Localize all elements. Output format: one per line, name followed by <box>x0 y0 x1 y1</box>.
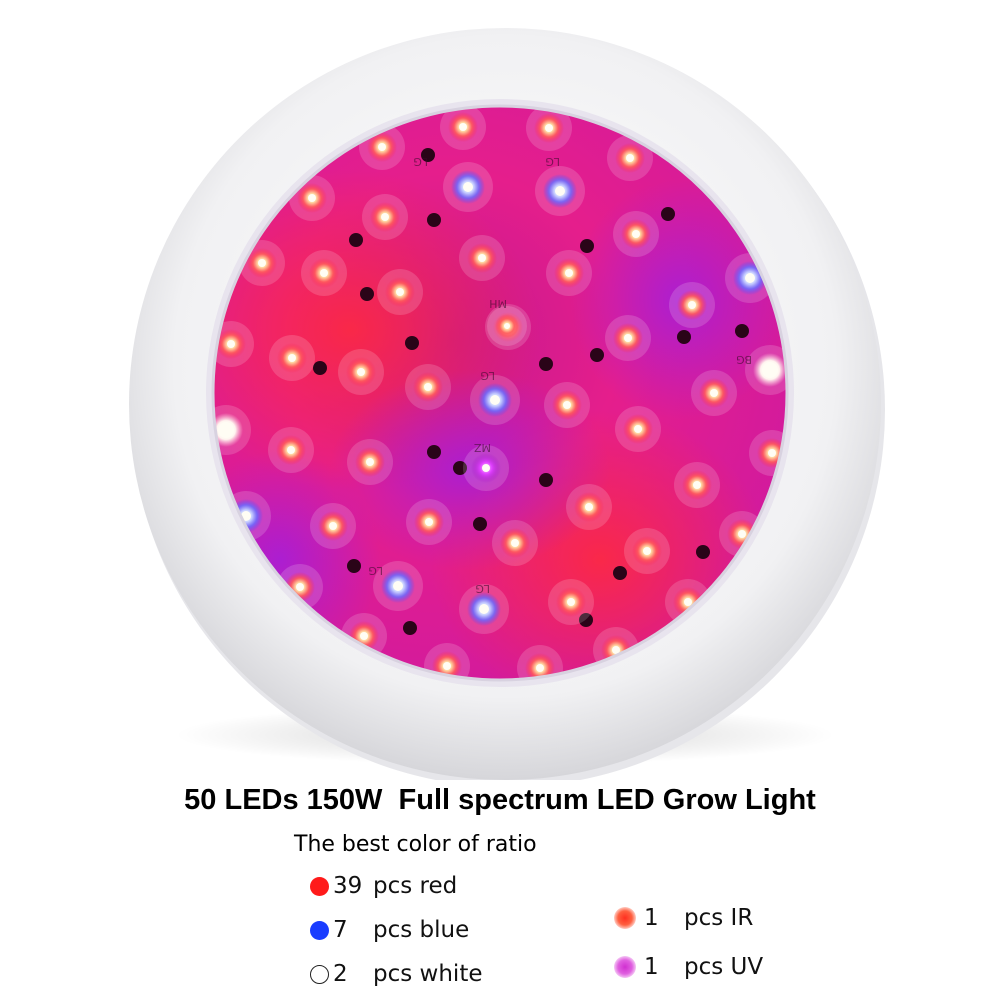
red-led <box>548 579 594 625</box>
led-off-dot <box>347 559 361 573</box>
red-led <box>674 462 720 508</box>
led-off-dot <box>579 613 593 627</box>
legend-count: 39 <box>333 873 363 899</box>
red-led <box>362 194 408 240</box>
led-off-dot <box>421 148 435 162</box>
red-led <box>605 315 651 361</box>
red-led <box>492 520 538 566</box>
led-off-dot <box>590 348 604 362</box>
red-led <box>268 427 314 473</box>
legend-item-blue: 7 pcs blue <box>310 915 469 945</box>
red-led <box>544 382 590 428</box>
red-led <box>347 439 393 485</box>
uv-led <box>463 445 509 491</box>
led-off-dot <box>580 239 594 253</box>
pcb-label: LG <box>413 155 428 168</box>
red-led <box>566 484 612 530</box>
red-led <box>213 321 254 367</box>
blue-led <box>470 375 520 425</box>
red-led <box>691 370 737 416</box>
led-off-dot <box>613 566 627 580</box>
red-dot-icon <box>310 876 329 896</box>
led-off-dot <box>427 445 441 459</box>
led-off-dot <box>473 517 487 531</box>
legend-count: 7 <box>333 917 348 943</box>
legend-label: pcs blue <box>373 917 470 943</box>
legend-label: pcs red <box>373 873 458 899</box>
pcb-label: MH <box>489 297 507 310</box>
led-off-dot <box>405 336 419 350</box>
uv-dot-icon <box>614 956 636 978</box>
led-off-dot <box>349 233 363 247</box>
white-dot-icon <box>310 964 329 984</box>
red-led <box>301 250 347 296</box>
red-led <box>607 135 653 181</box>
red-led <box>615 406 661 452</box>
led-off-dot <box>539 473 553 487</box>
led-off-dot <box>735 324 749 338</box>
red-led <box>459 235 505 281</box>
ir-dot-icon <box>614 907 636 929</box>
pcb-label: BG <box>736 353 752 366</box>
pcb-label: MZ <box>474 441 491 454</box>
blue-led <box>459 584 509 634</box>
pcb-label: LG <box>480 369 495 382</box>
pcb-label: LG <box>475 582 490 595</box>
red-led <box>269 335 315 381</box>
white-led <box>745 345 787 395</box>
led-off-dot <box>403 621 417 635</box>
pcb-label: LG <box>368 564 383 577</box>
red-led <box>377 269 423 315</box>
legend-item-white: 2 pcs white <box>310 959 483 989</box>
legend-label: pcs UV <box>684 954 764 980</box>
ratio-subtitle: The best color of ratio <box>294 832 537 857</box>
led-off-dot <box>360 287 374 301</box>
legend-count: 1 <box>644 905 659 931</box>
legend-item-uv: 1 pcs UV <box>614 952 763 982</box>
red-led <box>613 211 659 257</box>
red-led <box>440 106 486 150</box>
blue-dot-icon <box>310 920 329 940</box>
led-off-dot <box>453 461 467 475</box>
red-led <box>310 503 356 549</box>
product-title: 50 LEDs 150W Full spectrum LED Grow Ligh… <box>184 784 816 816</box>
red-led <box>624 528 670 574</box>
led-off-dot <box>677 330 691 344</box>
red-led <box>338 349 384 395</box>
red-led <box>546 250 592 296</box>
legend-label: pcs IR <box>684 905 754 931</box>
legend-label: pcs white <box>373 961 483 987</box>
legend-count: 1 <box>644 954 659 980</box>
red-led <box>405 364 451 410</box>
led-grow-light-image: LG LG MH LG MZ LG LG BG <box>129 28 885 780</box>
red-led <box>669 282 715 328</box>
blue-led <box>373 561 423 611</box>
blue-led <box>535 166 585 216</box>
legend-item-red: 39 pcs red <box>310 871 457 901</box>
pcb-label: LG <box>545 155 560 168</box>
red-led <box>406 499 452 545</box>
blue-led <box>443 162 493 212</box>
led-off-dot <box>313 361 327 375</box>
legend-count: 2 <box>333 961 348 987</box>
ir-led <box>487 306 527 346</box>
legend-item-ir: 1 pcs IR <box>614 903 753 933</box>
led-off-dot <box>427 213 441 227</box>
red-led <box>526 106 572 151</box>
led-off-dot <box>661 207 675 221</box>
led-off-dot <box>696 545 710 559</box>
led-off-dot <box>539 357 553 371</box>
